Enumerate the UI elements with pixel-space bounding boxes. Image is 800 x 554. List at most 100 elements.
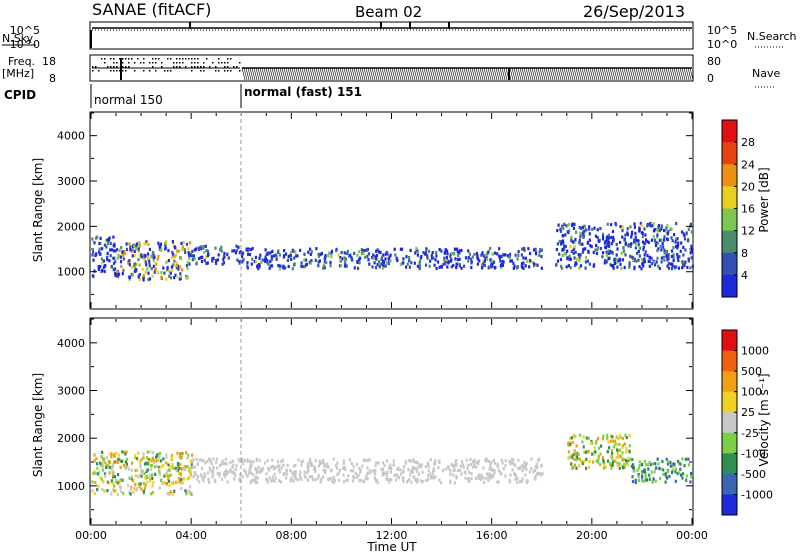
echo-cell <box>642 264 645 268</box>
echo-cell <box>479 474 482 478</box>
echo-cell <box>200 247 203 251</box>
echo-cell <box>526 259 529 263</box>
echo-cell <box>630 235 633 239</box>
colorbar-tick-label: 500 <box>741 365 762 378</box>
echo-cell <box>663 228 666 233</box>
echo-cell <box>250 262 253 266</box>
echo-cell <box>146 468 149 472</box>
echo-cell <box>512 266 515 270</box>
echo-cell <box>201 255 204 259</box>
echo-cell <box>629 457 632 461</box>
echo-cell <box>166 492 169 496</box>
echo-cell <box>291 267 294 271</box>
echo-cell <box>275 257 278 261</box>
echo-cell <box>673 233 676 237</box>
echo-cell <box>387 466 391 470</box>
echo-cell <box>444 467 447 471</box>
echo-cell <box>119 465 122 469</box>
echo-cell <box>666 264 669 268</box>
colorbar-tick-label: 16 <box>741 203 755 216</box>
echo-cell <box>182 240 185 244</box>
echo-cell <box>293 256 296 260</box>
echo-cell <box>250 471 253 475</box>
echo-cell <box>671 239 674 243</box>
echo-cell <box>641 462 644 467</box>
echo-cell <box>119 260 123 264</box>
echo-cell <box>620 266 623 270</box>
echo-cell <box>279 480 283 484</box>
echo-cell <box>190 253 193 258</box>
echo-cell <box>647 463 650 467</box>
echo-cell <box>418 266 421 271</box>
echo-cell <box>456 247 459 251</box>
echo-cell <box>317 252 320 256</box>
echo-cell <box>624 433 627 437</box>
echo-cell <box>453 252 456 256</box>
echo-cell <box>258 470 261 474</box>
echo-cell <box>447 465 450 469</box>
echo-cell <box>367 252 371 256</box>
echo-cell <box>172 241 175 245</box>
echo-cell <box>115 478 118 482</box>
echo-cell <box>346 249 349 253</box>
echo-cell <box>613 459 617 463</box>
echo-cell <box>568 254 571 258</box>
echo-cell <box>514 463 517 467</box>
echo-cell <box>402 257 405 261</box>
echo-cell <box>203 258 206 263</box>
echo-cell <box>110 264 113 269</box>
echo-region <box>91 235 119 279</box>
echo-cell <box>201 475 204 479</box>
echo-cell <box>363 459 367 463</box>
echo-cell <box>425 247 428 251</box>
echo-cell <box>579 253 582 257</box>
echo-cell <box>149 450 152 454</box>
echo-cell <box>188 256 191 261</box>
echo-cell <box>648 477 651 481</box>
echo-cell <box>353 251 356 255</box>
echo-cell <box>139 482 142 486</box>
echo-cell <box>167 249 170 253</box>
echo-cell <box>246 266 249 270</box>
echo-cell <box>100 257 103 261</box>
echo-cell <box>486 257 489 261</box>
echo-cell <box>566 249 569 253</box>
echo-cell <box>482 466 485 470</box>
echo-cell <box>204 461 207 465</box>
echo-cell <box>378 262 381 266</box>
colorbar-tick-label: 24 <box>741 158 755 171</box>
echo-cell <box>643 253 646 257</box>
echo-cell <box>148 458 151 462</box>
echo-cell <box>450 462 453 467</box>
echo-cell <box>420 255 423 259</box>
echo-cell <box>365 474 368 478</box>
echo-cell <box>658 238 661 242</box>
echo-cell <box>456 469 459 473</box>
echo-cell <box>223 470 226 474</box>
echo-cell <box>296 254 299 258</box>
echo-cell <box>314 469 317 473</box>
echo-cell <box>579 264 583 268</box>
echo-cell <box>159 248 162 252</box>
echo-cell <box>269 264 272 268</box>
echo-cell <box>431 250 434 255</box>
echo-cell <box>123 251 126 256</box>
echo-cell <box>616 461 619 465</box>
echo-cell <box>126 483 130 488</box>
echo-cell <box>498 254 501 258</box>
echo-cell <box>208 480 211 484</box>
echo-cell <box>127 467 130 471</box>
colorbar-tick-label: 100 <box>741 386 762 399</box>
echo-cell <box>452 464 455 468</box>
echo-cell <box>626 227 629 231</box>
echo-cell <box>455 462 458 466</box>
echo-cell <box>191 249 194 254</box>
echo-cell <box>588 232 591 236</box>
echo-cell <box>169 467 172 471</box>
echo-cell <box>671 465 674 469</box>
echo-cell <box>134 483 137 487</box>
echo-cell <box>138 278 141 282</box>
nave-tick-bottom: 0 <box>707 72 714 85</box>
echo-cell <box>657 225 660 229</box>
echo-cell <box>118 255 121 259</box>
